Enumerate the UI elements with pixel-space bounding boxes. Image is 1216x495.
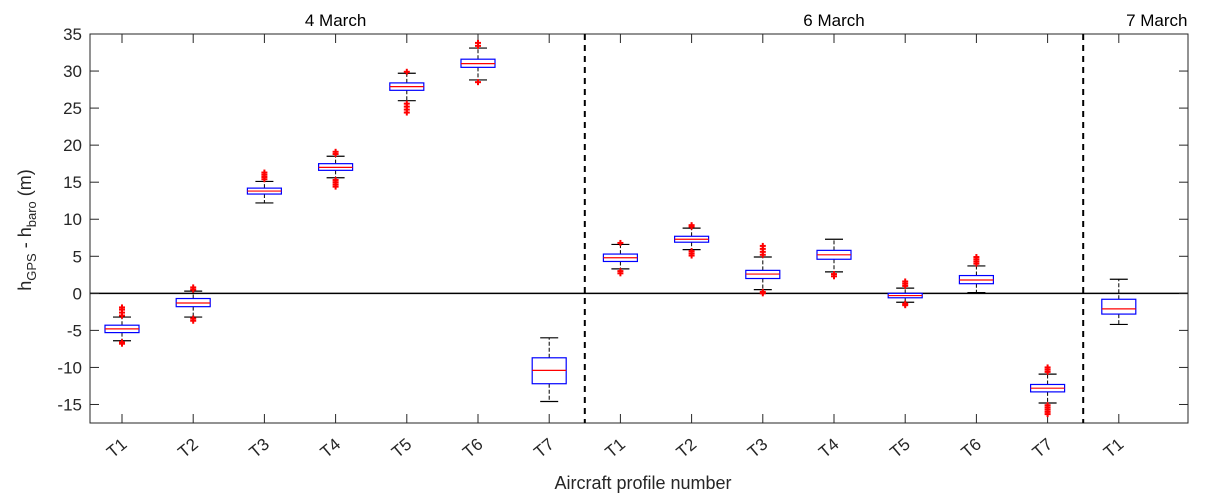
box-2 — [175, 284, 211, 324]
plot-frame — [89, 33, 1189, 424]
x-tick-label: T4 — [317, 435, 344, 462]
x-tick-label: T1 — [602, 435, 629, 462]
y-tick-label: 10 — [63, 210, 82, 229]
y-tick-label: -15 — [57, 395, 82, 414]
x-tick-label: T3 — [744, 435, 771, 462]
x-tick-label: T5 — [886, 435, 913, 462]
y-tick-label: 5 — [73, 247, 82, 266]
box-10 — [745, 242, 781, 297]
box-13 — [958, 254, 995, 294]
box-6 — [460, 39, 496, 86]
box-15 — [1101, 278, 1137, 326]
box-14 — [1029, 364, 1066, 418]
x-tick-label: T1 — [103, 435, 130, 462]
y-axis-label: hGPS - hbaro (m) — [15, 169, 39, 291]
x-tick-label: T2 — [174, 435, 201, 462]
x-tick-label: T5 — [388, 435, 415, 462]
y-tick-label: 30 — [63, 62, 82, 81]
box-9 — [673, 222, 710, 259]
box-4 — [318, 148, 354, 190]
box-3 — [246, 169, 282, 204]
x-axis-label: Aircraft profile number — [554, 473, 731, 493]
box-8 — [602, 239, 639, 277]
group-date-label: 7 March — [1126, 11, 1187, 30]
x-tick-label: T7 — [1029, 435, 1056, 462]
x-tick-label: T4 — [815, 435, 842, 462]
y-tick-label: 35 — [63, 25, 82, 44]
box-1 — [104, 304, 140, 347]
x-tick-label: T6 — [958, 435, 985, 462]
x-tick-label: T6 — [459, 435, 486, 462]
y-tick-label: 20 — [63, 136, 82, 155]
y-tick-label: -5 — [67, 321, 82, 340]
x-tick-label: T3 — [246, 435, 273, 462]
group-date-label: 6 March — [803, 11, 864, 30]
x-tick-label: T1 — [1100, 435, 1127, 462]
box-5 — [389, 68, 425, 116]
y-tick-label: 15 — [63, 173, 82, 192]
group-date-label: 4 March — [305, 11, 366, 30]
box-7 — [531, 337, 567, 403]
y-tick-label: 25 — [63, 99, 82, 118]
plot-area: -15 -10 -5 0 5 10 15 20 25 30 35 T1 T2 T3 T4 T5 T6 T7 T1 T2… — [57, 11, 1189, 462]
iqr-box — [1101, 298, 1137, 315]
y-tick-label: -10 — [57, 358, 82, 377]
x-tick-label: T7 — [530, 435, 557, 462]
box-11 — [816, 238, 852, 280]
y-tick-label: 0 — [73, 284, 82, 303]
box-12 — [887, 278, 923, 309]
x-tick-label: T2 — [673, 435, 700, 462]
